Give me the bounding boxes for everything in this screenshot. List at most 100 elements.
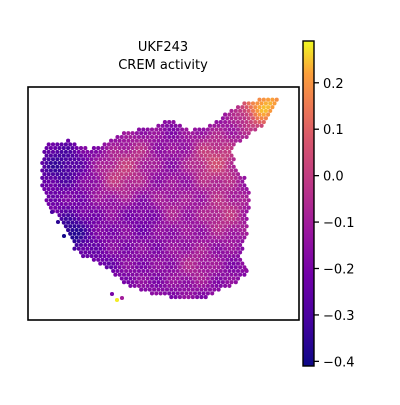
tissue-spot [175,261,180,266]
tissue-spot [190,190,195,195]
tissue-spot [182,205,187,210]
tissue-spot [119,268,124,274]
tissue-spot [205,216,210,221]
tissue-spot [210,172,215,177]
tissue-spot [124,231,129,236]
tissue-spot [203,153,208,158]
tissue-spot [83,175,88,180]
tissue-spot [235,276,241,281]
tissue-spot [134,138,139,143]
tissue-spot [203,228,208,233]
tissue-spot [214,216,219,221]
tissue-spot [152,183,157,188]
tissue-spot [220,198,225,203]
tissue-spot [156,138,161,143]
tissue-spot [158,149,163,154]
tissue-spot [72,142,77,147]
tissue-spot [68,172,73,177]
tissue-spot [220,131,225,136]
tissue-spot [242,272,247,277]
tissue-spot [214,164,219,169]
tissue-spot [83,228,88,233]
tissue-spot [158,201,163,207]
tissue-spot [188,164,193,169]
tissue-spot [149,268,155,274]
tissue-spot [136,246,142,251]
tissue-spot [134,175,139,180]
tissue-spot [46,142,51,147]
tissue-spot [158,142,163,147]
tissue-spot [126,250,131,255]
tissue-spot [156,190,161,195]
tissue-spot [61,213,66,218]
tissue-spot [229,257,234,262]
tissue-spot [199,160,204,166]
tissue-spot [231,120,236,125]
tissue-spot [182,287,187,292]
tissue-spot [85,231,90,236]
tissue-spot [184,231,189,236]
tissue-spot [68,224,73,229]
tissue-spot [89,157,94,162]
tissue-spot [91,198,96,203]
tissue-spot [244,120,249,125]
tissue-spot [218,179,223,184]
tissue-spot [57,213,62,218]
tissue-spot [91,153,96,158]
tissue-spot [233,235,238,240]
tissue-spot [218,261,223,266]
tissue-spot [164,175,170,180]
tissue-spot [42,172,47,177]
tissue-spot [160,190,165,195]
tissue-spot [109,175,114,180]
tissue-spot [152,280,157,285]
tissue-spot [246,131,251,136]
tissue-spot [205,239,210,244]
tissue-spot [145,142,150,147]
tissue-spot [89,224,94,229]
tissue-spot [240,231,245,236]
tissue-spot [270,97,275,102]
tissue-spot [173,280,178,285]
tissue-spot [139,280,144,285]
tissue-spot [207,235,213,240]
tissue-spot [136,201,142,207]
tissue-spot [147,205,152,210]
tissue-spot [182,146,187,151]
tissue-spot [210,291,215,296]
tissue-spot [141,172,146,177]
tissue-spot [93,216,99,221]
tissue-spot [240,201,245,207]
tissue-spot [89,149,94,154]
tissue-spot [109,168,114,173]
tissue-spot [132,179,137,184]
tissue-spot [218,127,223,132]
tissue-spot [154,134,159,140]
tissue-spot [171,276,176,281]
tissue-spot [96,242,101,248]
tissue-spot [199,183,204,188]
tissue-spot [132,239,137,244]
tissue-spot [113,220,118,225]
tissue-spot [113,168,118,173]
tissue-spot [102,187,107,192]
tissue-spot [223,112,228,117]
tissue-spot [136,164,142,169]
tissue-spot [147,160,152,166]
tissue-spot [121,205,127,210]
tissue-spot [216,153,221,158]
tissue-spot [156,160,161,166]
tissue-spot [177,138,182,143]
tissue-spot [167,120,172,125]
tissue-spot [188,149,193,154]
tissue-spot [57,205,62,210]
tissue-spot [169,280,174,285]
tissue-spot [130,272,135,277]
tissue-spot [214,134,219,140]
tissue-spot [55,201,60,207]
tissue-spot [130,160,135,166]
tissue-spot [156,131,161,136]
tissue-spot [216,175,221,180]
tissue-spot [149,254,155,259]
tissue-spot [216,280,221,285]
